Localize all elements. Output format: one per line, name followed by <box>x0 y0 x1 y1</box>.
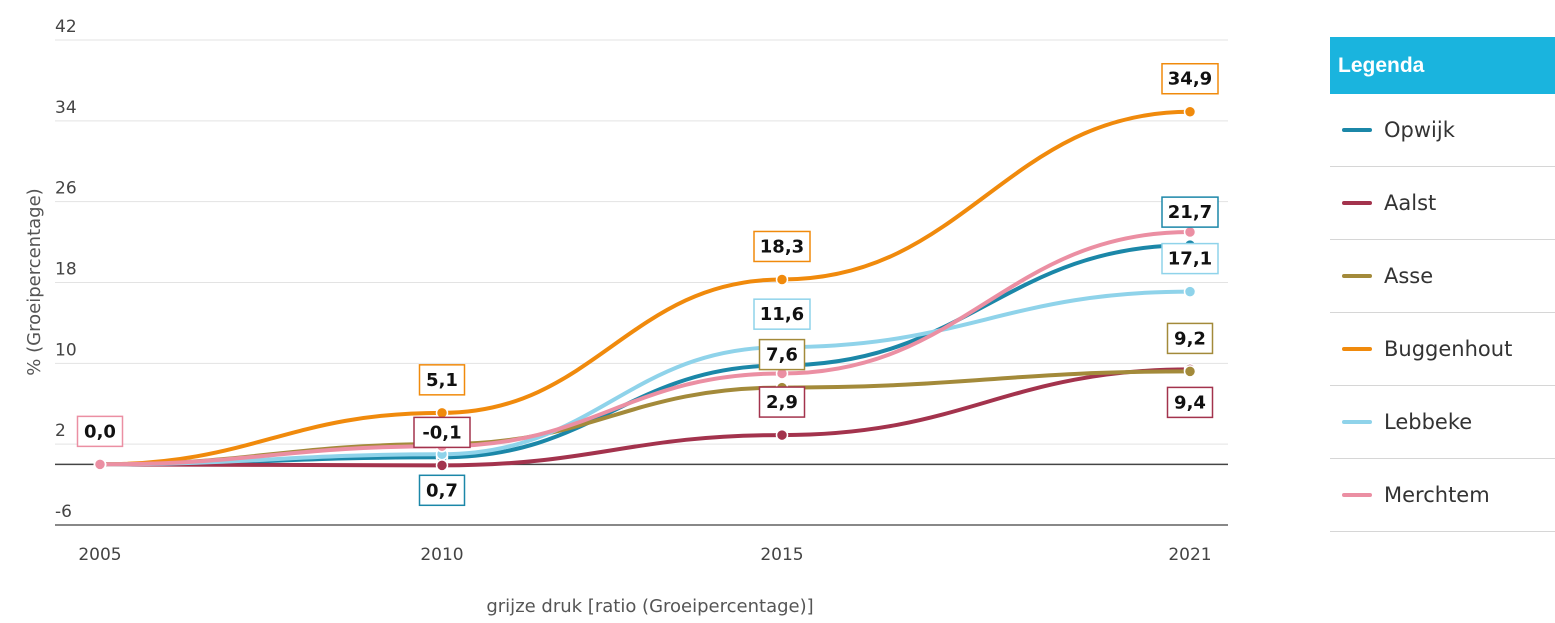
legend-item-opwijk[interactable]: Opwijk <box>1330 94 1555 167</box>
data-label-text: 5,1 <box>426 370 458 391</box>
data-label: 18,3 <box>753 230 811 263</box>
y-tick-label: 42 <box>55 17 77 37</box>
legend-label: Buggenhout <box>1384 337 1513 361</box>
data-label-text: 17,1 <box>1168 249 1212 270</box>
data-label-text: 18,3 <box>760 236 804 257</box>
x-tick-label: 2010 <box>420 545 463 565</box>
data-label-box <box>418 474 466 507</box>
x-axis-ticks: 2005 2010 2015 2021 <box>78 545 1211 565</box>
legend-swatch <box>1342 493 1372 497</box>
x-tick-label: 2015 <box>760 545 803 565</box>
data-label: 5,1 <box>418 364 466 396</box>
series-line-merchtem <box>98 229 1192 467</box>
legend-label: Opwijk <box>1384 118 1455 142</box>
legend-label: Aalst <box>1384 191 1437 215</box>
y-tick-label: -6 <box>55 502 72 522</box>
series-line-buggenhout <box>98 109 1192 467</box>
legend-title: Legenda <box>1330 37 1555 94</box>
data-point-aalst <box>775 428 789 442</box>
data-label-text: 0,7 <box>426 480 458 501</box>
legend-item-aalst[interactable]: Aalst <box>1330 167 1555 240</box>
data-point-buggenhout <box>775 273 789 286</box>
y-tick-label: 18 <box>55 260 77 280</box>
x-tick-label: 2021 <box>1168 545 1211 565</box>
data-label: 9,2 <box>1166 322 1214 355</box>
x-tick-label: 2005 <box>78 545 121 565</box>
legend-swatch <box>1342 128 1372 132</box>
data-label-text: 21,7 <box>1168 202 1212 223</box>
legend-swatch <box>1342 420 1372 424</box>
y-tick-label: 26 <box>55 179 77 199</box>
series-lines <box>98 109 1192 468</box>
legend-swatch <box>1342 274 1372 278</box>
data-label: 2,9 <box>758 386 806 418</box>
series-points <box>93 105 1197 472</box>
legend-label: Merchtem <box>1384 483 1490 507</box>
y-axis-ticks: 42 34 26 18 10 2 -6 <box>55 17 77 522</box>
data-point-merchtem <box>1183 225 1197 239</box>
data-label-box <box>1166 386 1214 419</box>
data-label-text: 34,9 <box>1168 69 1212 90</box>
legend-items: Opwijk Aalst Asse Buggenhout Lebbeke Merchtem <box>1330 94 1555 532</box>
line-chart: 42 34 26 18 10 2 -6 2005 2010 2015 2021 0,7 21,7 -0… <box>24 17 1228 617</box>
data-label-text: 9,2 <box>1174 328 1206 349</box>
data-point-buggenhout <box>1183 105 1197 118</box>
data-label: 7,6 <box>758 338 806 371</box>
data-label-box <box>76 415 124 448</box>
legend-label: Lebbeke <box>1384 410 1473 434</box>
data-label-box <box>418 364 466 396</box>
y-tick-label: 2 <box>55 421 66 441</box>
legend-label: Asse <box>1384 264 1434 288</box>
data-point-aalst <box>435 459 449 472</box>
data-label-text: 0,0 <box>84 421 116 442</box>
y-tick-label: 34 <box>55 98 77 118</box>
data-label-box <box>753 298 811 330</box>
data-point-merchtem <box>93 458 107 471</box>
data-label-box <box>1161 62 1219 95</box>
series-line-aalst <box>98 367 1192 468</box>
legend-item-asse[interactable]: Asse <box>1330 240 1555 313</box>
data-label: 34,9 <box>1161 62 1219 95</box>
data-labels: 0,7 21,7 -0,1 2,9 9,4 7,6 9,2 5,1 18,3 34,9 11,6 17… <box>76 62 1219 507</box>
data-label-box <box>1166 322 1214 355</box>
legend-swatch <box>1342 201 1372 205</box>
data-label-text: 2,9 <box>766 392 798 413</box>
data-label-box <box>758 386 806 418</box>
legend: Legenda Opwijk Aalst Asse Buggenhout Lebbeke… <box>1330 37 1555 532</box>
data-label: 9,4 <box>1166 386 1214 419</box>
data-label: -0,1 <box>413 416 471 449</box>
data-label-text: 9,4 <box>1174 392 1206 413</box>
data-label: 11,6 <box>753 298 811 330</box>
data-label-box <box>1161 196 1219 228</box>
legend-item-lebbeke[interactable]: Lebbeke <box>1330 386 1555 459</box>
data-label: 0,0 <box>76 415 124 448</box>
data-label: 21,7 <box>1161 196 1219 228</box>
series-line-asse <box>98 369 1192 467</box>
y-axis-title: % (Groeipercentage) <box>24 188 45 375</box>
data-label-box <box>753 230 811 263</box>
data-label-box <box>413 416 471 449</box>
data-label-text: -0,1 <box>422 422 461 443</box>
legend-swatch <box>1342 347 1372 351</box>
data-label: 17,1 <box>1161 242 1219 275</box>
data-label: 0,7 <box>418 474 466 507</box>
data-label-text: 7,6 <box>766 345 798 366</box>
y-tick-label: 10 <box>55 340 77 360</box>
data-point-asse <box>1183 365 1197 378</box>
series-line-lebbeke <box>98 289 1192 467</box>
data-point-lebbeke <box>1183 285 1197 298</box>
legend-item-merchtem[interactable]: Merchtem <box>1330 459 1555 532</box>
legend-item-buggenhout[interactable]: Buggenhout <box>1330 313 1555 386</box>
data-label-text: 11,6 <box>760 304 804 325</box>
data-label-box <box>1161 242 1219 275</box>
x-axis-title: grijze druk [ratio (Groeipercentage)] <box>486 596 813 617</box>
data-label-box <box>758 338 806 371</box>
